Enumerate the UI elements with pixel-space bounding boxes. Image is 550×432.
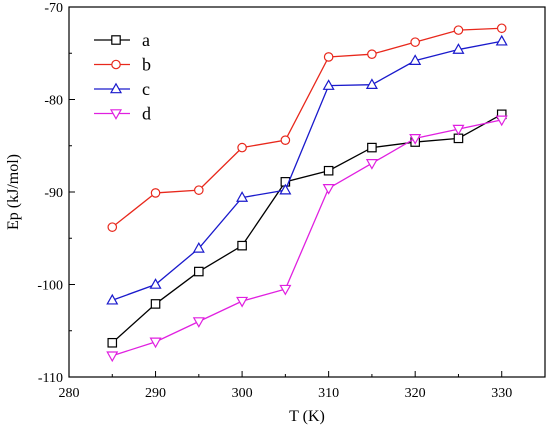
x-tick-label: 320	[405, 386, 426, 401]
x-tick-label: 280	[59, 386, 80, 401]
y-tick-label: -80	[44, 94, 63, 109]
series-line-b	[111, 27, 502, 228]
data-point-c	[192, 242, 205, 253]
data-point-c	[106, 293, 119, 305]
x-tick-label: 310	[318, 386, 339, 401]
legend-item-d: d	[94, 104, 151, 124]
data-point-c	[322, 79, 335, 90]
data-point-d	[149, 337, 162, 349]
data-point-c	[495, 34, 508, 46]
data-point-d	[409, 134, 422, 145]
data-point-a	[367, 142, 377, 153]
legend-label: b	[142, 55, 151, 75]
data-point-d	[236, 296, 249, 308]
data-point-c	[452, 43, 465, 54]
data-point-b	[150, 188, 161, 198]
y-tick-label: -100	[37, 279, 63, 294]
series-group	[106, 23, 508, 363]
data-point-b	[367, 49, 377, 59]
data-point-b	[280, 135, 291, 145]
data-point-b	[194, 185, 204, 195]
data-point-c	[365, 78, 378, 90]
legend-label: d	[142, 104, 151, 124]
legend-label: a	[142, 30, 150, 50]
x-tick-label: 300	[232, 386, 253, 401]
data-point-a	[107, 337, 118, 348]
data-point-b	[237, 142, 247, 153]
ticks-group: 280 290 300 310 320 330 -110 -100 -90 -80 -70	[37, 1, 546, 401]
data-point-b	[107, 222, 118, 232]
data-point-b	[496, 23, 507, 34]
x-axis-title: T (K)	[289, 408, 325, 425]
legend-label: c	[142, 79, 150, 99]
data-point-a	[237, 240, 247, 251]
data-point-d	[279, 284, 292, 296]
series-line-c	[112, 40, 502, 301]
data-point-c	[409, 54, 422, 65]
y-tick-label: -110	[38, 371, 63, 386]
data-point-b	[410, 37, 420, 47]
data-point-d	[495, 115, 508, 127]
data-point-a	[194, 266, 204, 277]
legend-marker	[111, 35, 121, 45]
y-tick-label: -90	[44, 186, 63, 201]
data-point-d	[452, 124, 465, 136]
data-point-d	[106, 351, 119, 363]
plot-frame-group	[68, 6, 546, 378]
data-point-d	[192, 317, 205, 328]
series-a	[107, 109, 507, 348]
y-axis-title: Ep (kJ/mol)	[5, 154, 22, 230]
data-point-c	[149, 278, 162, 289]
plot-frame	[68, 6, 546, 378]
data-point-a	[150, 299, 161, 309]
data-point-c	[236, 191, 249, 202]
series-c	[106, 34, 508, 305]
data-point-d	[365, 159, 378, 170]
data-point-b	[453, 25, 464, 35]
legend-item-c: c	[94, 79, 150, 99]
series-d	[106, 115, 508, 363]
data-point-c	[279, 183, 292, 195]
legend-marker	[109, 109, 123, 120]
data-point-d	[322, 184, 335, 195]
series-b	[107, 23, 507, 232]
legend-marker	[109, 82, 123, 94]
series-line-a	[111, 113, 503, 344]
series-line-d	[112, 119, 502, 357]
legend-item-a: a	[94, 30, 150, 50]
y-tick-label: -70	[44, 1, 63, 16]
data-point-a	[323, 165, 334, 176]
x-tick-label: 330	[491, 386, 512, 401]
data-point-b	[323, 52, 334, 62]
x-tick-label: 290	[145, 386, 166, 401]
legend-marker	[111, 59, 121, 70]
legend-item-b: b	[94, 55, 151, 75]
